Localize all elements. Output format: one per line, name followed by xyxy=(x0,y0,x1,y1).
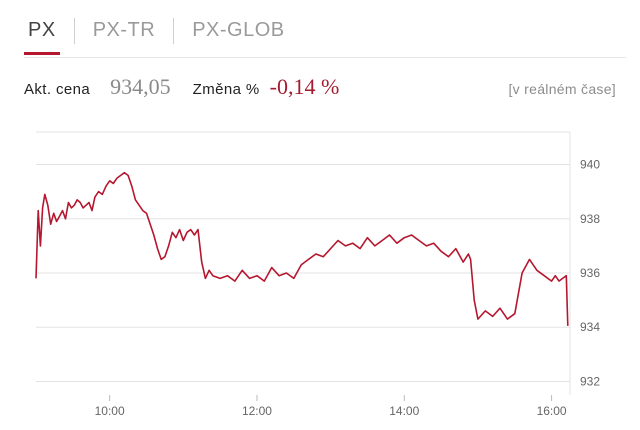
y-tick-label: 936 xyxy=(580,266,600,280)
tab-px-glob[interactable]: PX-GLOB xyxy=(192,19,285,41)
price-label: Akt. cena xyxy=(24,81,91,98)
x-tick-label: 12:00 xyxy=(242,404,272,418)
y-tick-label: 938 xyxy=(580,212,600,226)
series-line xyxy=(35,171,569,326)
y-axis: 940 938 936 934 932 xyxy=(580,158,600,389)
x-tick-label: 10:00 xyxy=(95,404,125,418)
quote-info-bar: Akt. cena 934,05 Změna % -0,14 % [v reál… xyxy=(24,74,616,104)
x-tick-label: 14:00 xyxy=(389,404,419,418)
tabs-divider xyxy=(24,57,626,58)
tab-separator xyxy=(73,18,75,44)
tab-px[interactable]: PX xyxy=(24,18,60,55)
change-value: -0,14 % xyxy=(269,74,340,99)
change-label: Změna % xyxy=(192,81,260,98)
price-value: 934,05 xyxy=(110,74,171,99)
x-tick-label: 16:00 xyxy=(537,404,567,418)
y-tick-label: 934 xyxy=(580,320,600,334)
index-tabs: PX PX-TR PX-GLOB xyxy=(24,18,289,58)
tab-separator xyxy=(173,18,175,44)
y-tick-label: 932 xyxy=(580,374,600,388)
y-tick-label: 940 xyxy=(580,158,600,172)
realtime-note: [v reálném čase] xyxy=(508,81,616,97)
x-axis: 10:00 12:00 14:00 16:00 xyxy=(95,395,567,418)
gridlines xyxy=(36,132,571,395)
tab-px-tr[interactable]: PX-TR xyxy=(92,19,156,41)
